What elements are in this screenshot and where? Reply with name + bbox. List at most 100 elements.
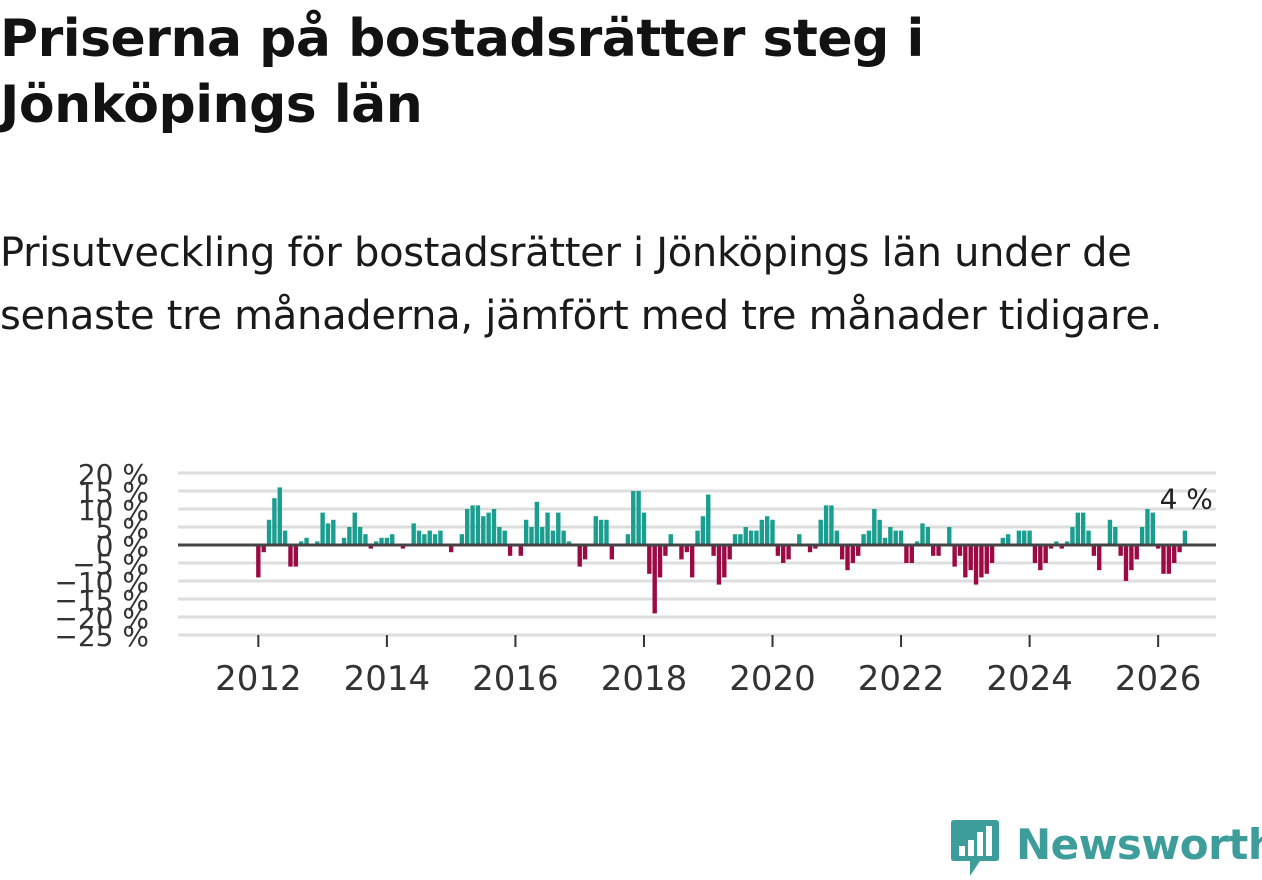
bar [325, 523, 331, 545]
bar [1054, 541, 1059, 545]
last-value-label: 4 % [1160, 483, 1213, 516]
bar [470, 505, 475, 545]
bar [631, 491, 636, 545]
bar [384, 537, 390, 545]
bar [315, 541, 320, 545]
bar [545, 512, 550, 545]
bar [764, 516, 770, 545]
bar [422, 534, 427, 545]
bar [754, 530, 759, 545]
bar [732, 534, 738, 545]
x-tick-label: 2022 [858, 659, 945, 699]
bar [1155, 545, 1161, 549]
bar [486, 512, 491, 545]
bar [593, 516, 598, 545]
bar [973, 545, 979, 585]
bar [968, 545, 973, 571]
bar [1166, 545, 1172, 574]
bar [743, 527, 748, 545]
bar [293, 545, 299, 567]
chart-title: Priserna på bostadsrätter steg i Jönköpi… [0, 9, 924, 135]
bar [475, 505, 481, 545]
bar [566, 541, 572, 545]
bar-chart: 20 %15 %10 %5 %0 %−5 %−10 %−15 %−20 %−25… [54, 458, 1216, 699]
bar [1097, 545, 1102, 571]
bar [781, 545, 786, 563]
bar [432, 534, 438, 545]
bar [1161, 545, 1166, 574]
bar [352, 512, 357, 545]
y-axis: 20 %15 %10 %5 %0 %−5 %−10 %−15 %−20 %−25… [54, 458, 149, 653]
bar [989, 545, 995, 563]
brand-name: Newsworthy [1016, 819, 1262, 869]
bar [277, 487, 282, 545]
bar [1080, 512, 1086, 545]
bar [491, 509, 497, 545]
x-tick-label: 2012 [215, 659, 302, 699]
bar [711, 545, 716, 556]
bar [689, 545, 695, 578]
bar [1048, 545, 1054, 549]
bar [818, 519, 823, 545]
bar [931, 545, 936, 556]
bar [893, 530, 898, 545]
bar [1150, 512, 1155, 545]
bar [357, 527, 363, 545]
y-tick-label: −10 % [54, 566, 149, 599]
x-tick-label: 2014 [344, 659, 431, 699]
bar [411, 523, 416, 545]
bar [695, 530, 700, 545]
bar [282, 530, 288, 545]
bar [529, 527, 534, 545]
bar [888, 527, 893, 545]
bar [1139, 527, 1145, 545]
bar [872, 509, 877, 545]
bar [1005, 534, 1011, 545]
bar [963, 545, 968, 578]
bar [839, 545, 845, 560]
bar [663, 545, 668, 556]
bar [288, 545, 293, 567]
bar [497, 527, 502, 545]
bar [582, 545, 588, 560]
bar [861, 534, 866, 545]
bar [882, 537, 888, 545]
x-axis: 2012 2014 2016 2018 2020 2022 2024 2026 [215, 635, 1201, 699]
bar [1145, 509, 1150, 545]
bar [834, 530, 839, 545]
bar [1075, 512, 1081, 545]
newsworthy-brand[interactable]: Newsworthy [950, 818, 1262, 880]
bar [1129, 545, 1134, 571]
bar [540, 527, 545, 545]
bar [920, 523, 925, 545]
bar [722, 545, 727, 578]
bar [914, 541, 920, 545]
bar [1027, 530, 1032, 545]
bar [416, 530, 422, 545]
bar [448, 545, 454, 553]
bar [518, 545, 523, 556]
y-tick-label: −15 % [54, 584, 149, 617]
bar [561, 530, 566, 545]
bar [1016, 530, 1022, 545]
bar [1118, 545, 1123, 556]
bar [1059, 545, 1064, 549]
bar [1182, 530, 1188, 545]
bar [604, 519, 609, 545]
bar [679, 545, 684, 560]
bar [952, 545, 957, 567]
y-tick-label: 20 % [78, 458, 149, 491]
bar [786, 545, 791, 560]
bar [909, 545, 914, 563]
bar [716, 545, 722, 585]
bar [947, 527, 952, 545]
y-tick-label: −20 % [54, 602, 149, 635]
bar [1113, 527, 1118, 545]
bar [379, 537, 384, 545]
bar-series [178, 487, 1216, 614]
bar [272, 498, 277, 545]
bar [347, 527, 352, 545]
bar [1123, 545, 1129, 581]
bar [936, 545, 941, 556]
bar [1134, 545, 1139, 560]
